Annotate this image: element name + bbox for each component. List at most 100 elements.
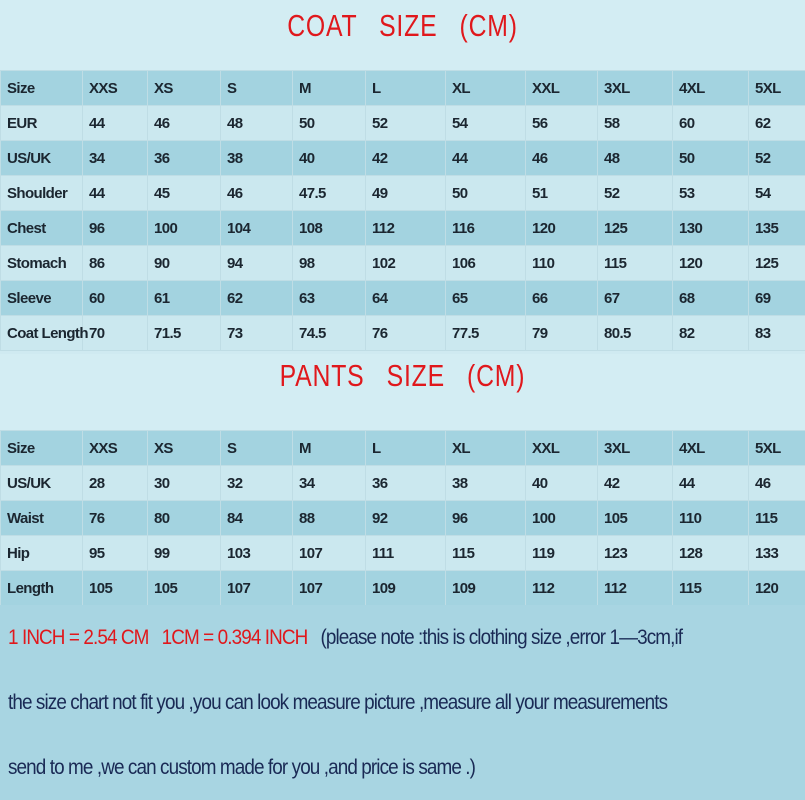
table-cell: 46: [147, 105, 221, 141]
table-cell: 110: [672, 500, 749, 536]
table-cell: S: [220, 430, 293, 466]
table-cell: 67: [597, 280, 673, 316]
table-cell: 48: [220, 105, 293, 141]
table-cell: M: [292, 430, 366, 466]
table-cell: 30: [147, 465, 221, 501]
table-cell: 100: [525, 500, 598, 536]
table-cell: 103: [220, 535, 293, 571]
table-row: Chest 96 100 104 108 112 116 120 125 130 135: [0, 210, 805, 246]
table-cell: 52: [597, 175, 673, 211]
table-cell: 86: [82, 245, 148, 281]
row-label: Length: [0, 570, 83, 606]
table-row: Coat Length 70 71.5 73 74.5 76 77.5 79 80.5 82 83: [0, 315, 805, 351]
table-cell: 98: [292, 245, 366, 281]
table-cell: 36: [365, 465, 446, 501]
table-cell: 28: [82, 465, 148, 501]
table-cell: 60: [82, 280, 148, 316]
header-row: Size XXS XS S M L XL XXL 3XL 4XL 5XL: [0, 430, 805, 466]
table-cell: 40: [525, 465, 598, 501]
table-cell: 104: [220, 210, 293, 246]
table-row: Sleeve 60 61 62 63 64 65 66 67 68 69: [0, 280, 805, 316]
table-cell: 96: [445, 500, 526, 536]
table-cell: 4XL: [672, 70, 749, 106]
table-cell: 119: [525, 535, 598, 571]
table-cell: 50: [672, 140, 749, 176]
table-cell: 51: [525, 175, 598, 211]
table-cell: 5XL: [748, 70, 805, 106]
table-cell: 52: [748, 140, 805, 176]
pants-size-table: Size XXS XS S M L XL XXL 3XL 4XL 5XL US/UK 28 30 32 34 3…: [0, 430, 805, 606]
table-cell: 106: [445, 245, 526, 281]
table-cell: 115: [597, 245, 673, 281]
table-cell: 125: [748, 245, 805, 281]
table-cell: 80: [147, 500, 221, 536]
table-cell: 58: [597, 105, 673, 141]
table-cell: 110: [525, 245, 598, 281]
table-cell: 36: [147, 140, 221, 176]
table-cell: 133: [748, 535, 805, 571]
table-cell: 63: [292, 280, 366, 316]
table-cell: L: [365, 430, 446, 466]
table-cell: 84: [220, 500, 293, 536]
table-cell: XXS: [82, 430, 148, 466]
table-cell: 112: [525, 570, 598, 606]
table-cell: 40: [292, 140, 366, 176]
table-cell: 42: [365, 140, 446, 176]
table-cell: 34: [292, 465, 366, 501]
table-cell: 79: [525, 315, 598, 351]
table-row: EUR 44 46 48 50 52 54 56 58 60 62: [0, 105, 805, 141]
table-cell: 64: [365, 280, 446, 316]
table-cell: 120: [672, 245, 749, 281]
table-cell: 38: [220, 140, 293, 176]
table-cell: 102: [365, 245, 446, 281]
table-cell: 109: [365, 570, 446, 606]
table-cell: 115: [748, 500, 805, 536]
table-cell: 112: [597, 570, 673, 606]
table-cell: XL: [445, 430, 526, 466]
table-cell: 82: [672, 315, 749, 351]
table-cell: 48: [597, 140, 673, 176]
table-cell: 80.5: [597, 315, 673, 351]
table-cell: 71.5: [147, 315, 221, 351]
table-cell: 54: [748, 175, 805, 211]
table-cell: 50: [292, 105, 366, 141]
table-cell: 112: [365, 210, 446, 246]
table-cell: 74.5: [292, 315, 366, 351]
table-cell: 44: [672, 465, 749, 501]
table-cell: 92: [365, 500, 446, 536]
table-cell: 44: [82, 175, 148, 211]
table-cell: 70: [82, 315, 148, 351]
coat-size-title: COAT SIZE (CM): [80, 8, 725, 64]
table-cell: 3XL: [597, 430, 673, 466]
table-cell: 107: [292, 535, 366, 571]
table-cell: 120: [748, 570, 805, 606]
table-cell: 44: [445, 140, 526, 176]
table-cell: 66: [525, 280, 598, 316]
table-row: US/UK 34 36 38 40 42 44 46 48 50 52: [0, 140, 805, 176]
table-cell: 54: [445, 105, 526, 141]
table-row: Stomach 86 90 94 98 102 106 110 115 120 125: [0, 245, 805, 281]
table-cell: 105: [82, 570, 148, 606]
row-label: Stomach: [0, 245, 83, 281]
table-cell: 60: [672, 105, 749, 141]
table-cell: 88: [292, 500, 366, 536]
table-cell: 83: [748, 315, 805, 351]
table-cell: 62: [748, 105, 805, 141]
table-cell: L: [365, 70, 446, 106]
table-cell: 95: [82, 535, 148, 571]
table-cell: 4XL: [672, 430, 749, 466]
row-label: Size: [0, 430, 83, 466]
table-cell: 44: [82, 105, 148, 141]
table-cell: 38: [445, 465, 526, 501]
table-cell: 105: [147, 570, 221, 606]
table-cell: M: [292, 70, 366, 106]
table-cell: XS: [147, 70, 221, 106]
table-cell: XXS: [82, 70, 148, 106]
row-label: EUR: [0, 105, 83, 141]
table-cell: 115: [672, 570, 749, 606]
row-label: Coat Length: [0, 315, 88, 351]
table-cell: 135: [748, 210, 805, 246]
table-cell: 115: [445, 535, 526, 571]
row-label: US/UK: [0, 465, 83, 501]
table-row: US/UK 28 30 32 34 36 38 40 42 44 46: [0, 465, 805, 501]
